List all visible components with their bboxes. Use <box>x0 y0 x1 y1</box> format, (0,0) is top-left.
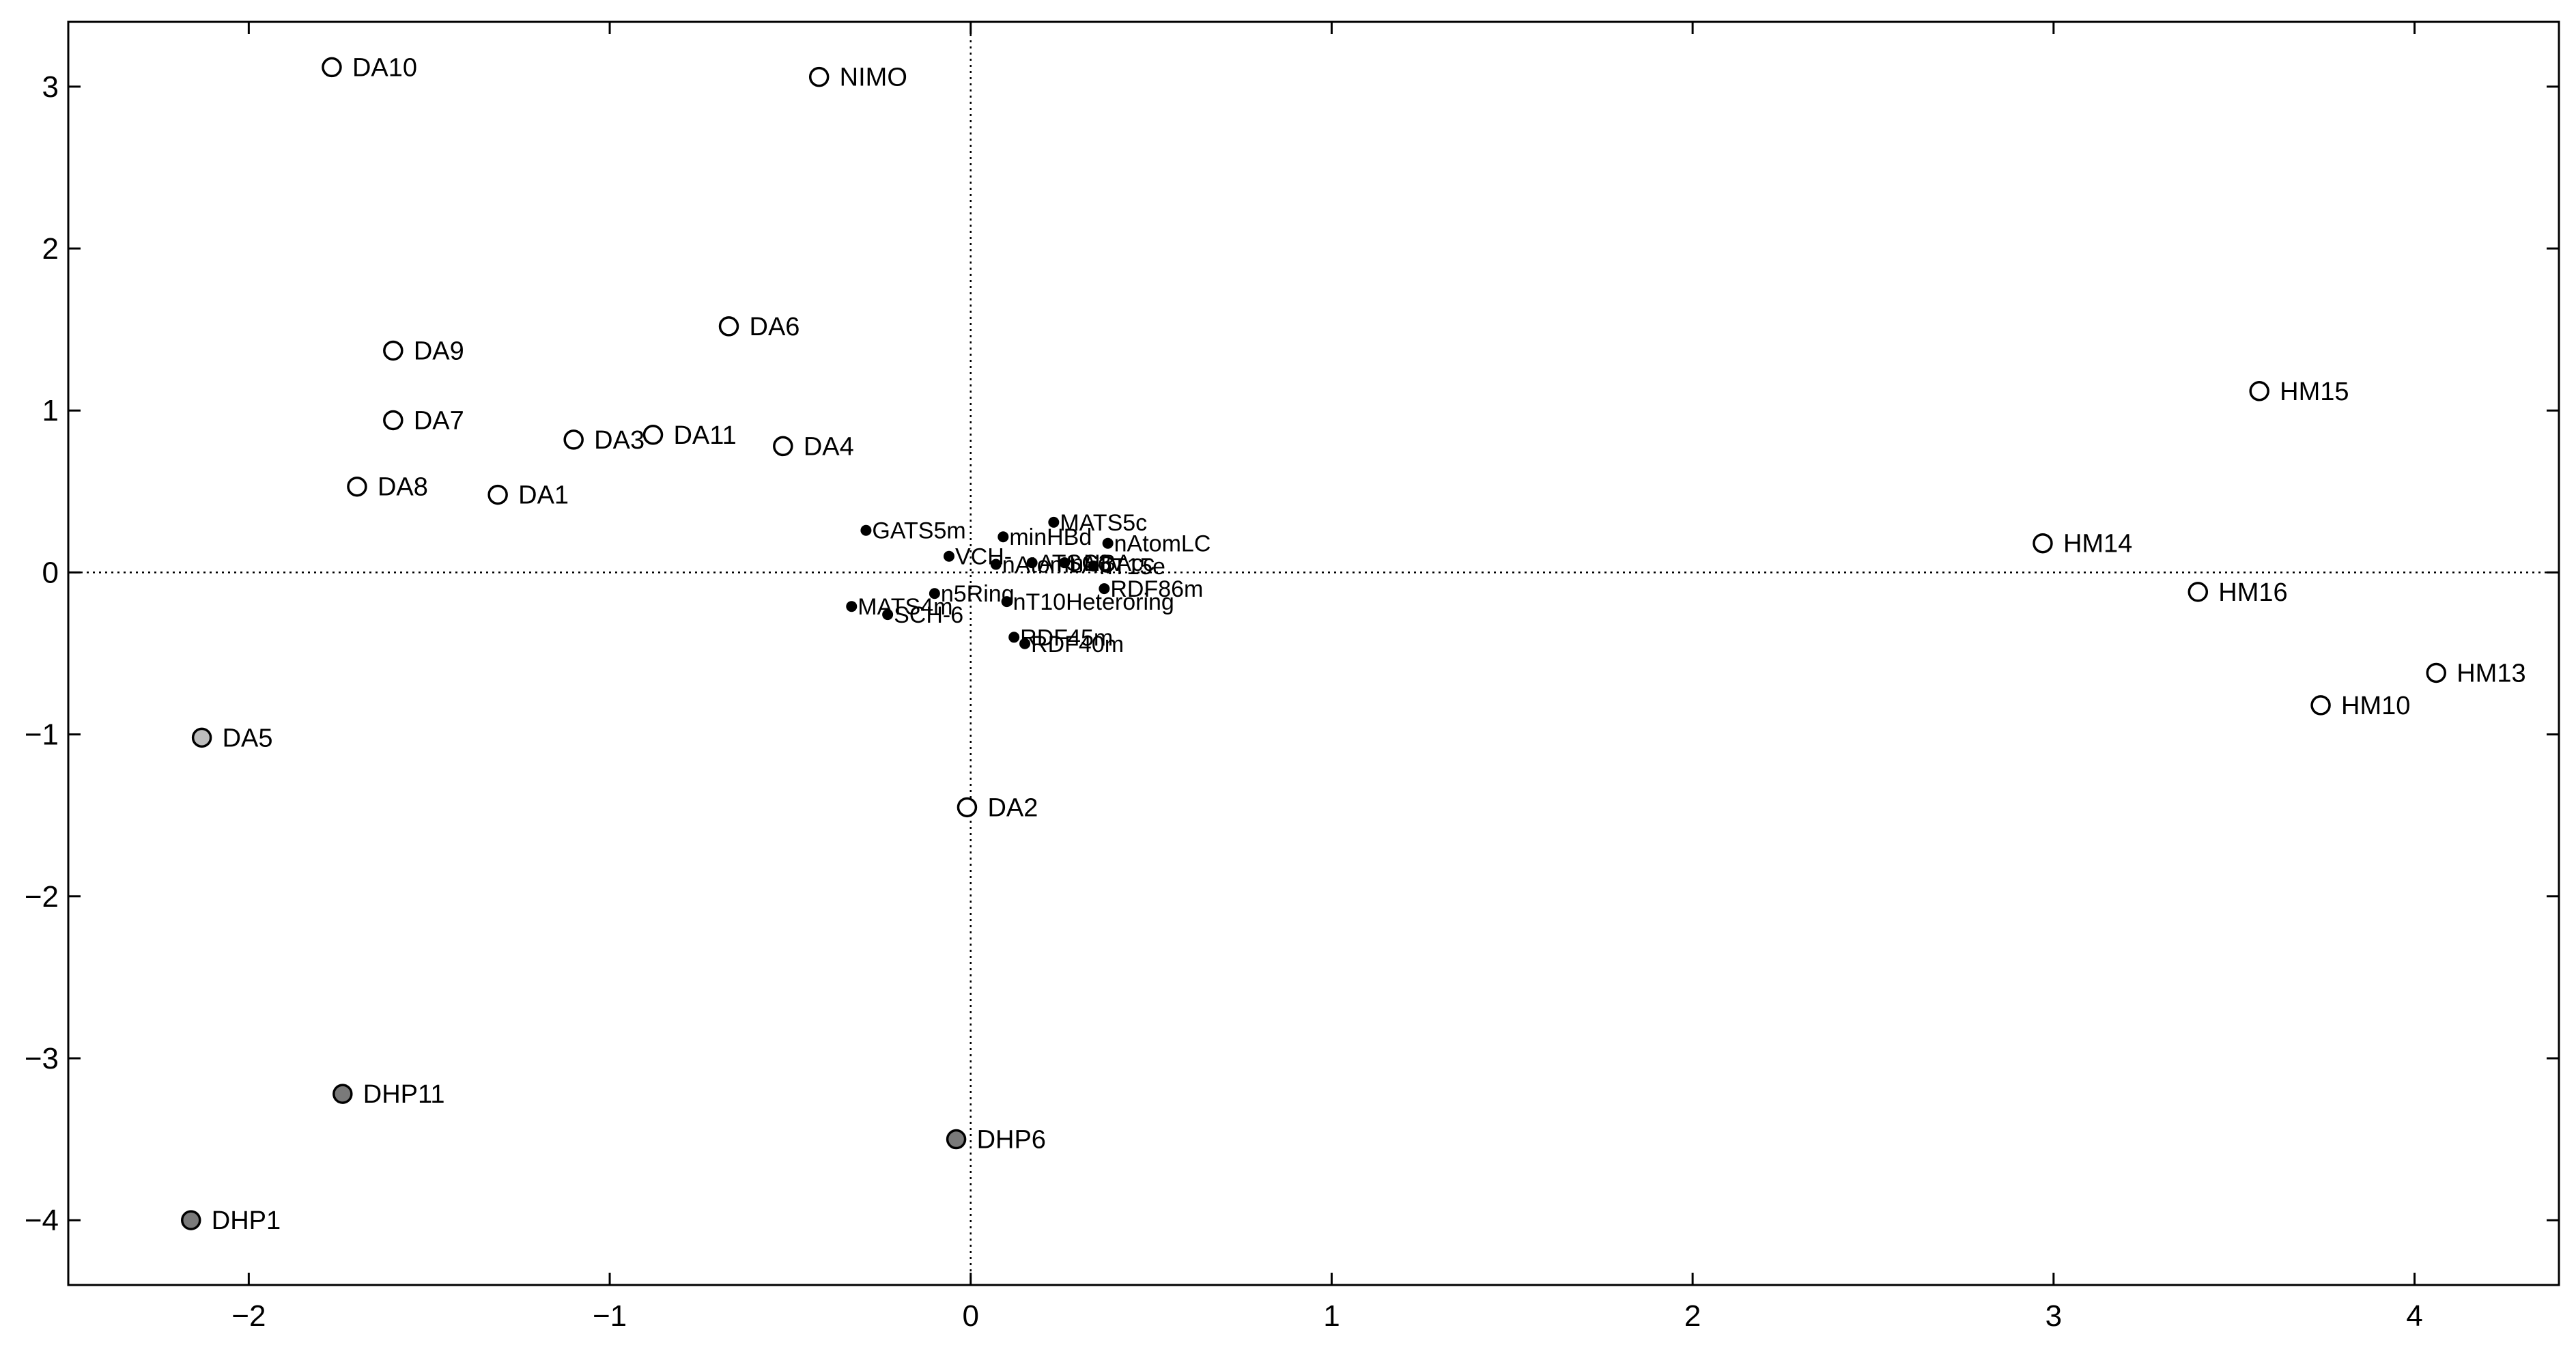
sample-label: DA7 <box>414 406 464 435</box>
variable-label: ATSC3v <box>1038 550 1123 576</box>
sample-point <box>181 1210 201 1230</box>
sample-point <box>191 727 212 748</box>
y-tick-label: 0 <box>42 556 59 589</box>
x-tick-label: 2 <box>1684 1299 1701 1333</box>
sample-label: DA2 <box>987 793 1038 822</box>
sample-label: HM14 <box>2063 530 2132 559</box>
sample-point <box>946 1129 967 1150</box>
sample-point <box>332 1084 353 1104</box>
variable-label: SCH-6 <box>894 602 963 628</box>
sample-point <box>2249 381 2269 401</box>
variable-point <box>944 550 955 562</box>
sample-point <box>487 484 508 505</box>
variable-label: minHBd <box>1009 524 1092 550</box>
sample-point <box>347 476 367 497</box>
variable-point <box>1088 560 1099 571</box>
variable-point <box>1059 557 1071 569</box>
y-tick-label: −4 <box>25 1204 59 1237</box>
sample-point <box>957 797 978 818</box>
sample-label: DHP11 <box>363 1080 445 1109</box>
y-tick-label: −1 <box>25 718 59 752</box>
sample-label: DA4 <box>804 432 854 461</box>
sample-label: DHP1 <box>212 1206 281 1235</box>
y-tick-label: 2 <box>42 232 59 266</box>
x-tick-label: −2 <box>231 1299 266 1333</box>
variable-label: nAtomLC <box>1114 531 1211 557</box>
sample-label: DA10 <box>352 53 417 82</box>
variable-label: RDF86m <box>1110 576 1203 602</box>
sample-point <box>383 410 404 431</box>
x-tick-label: 4 <box>2406 1299 2422 1333</box>
variable-label: MATS5c <box>1060 510 1147 536</box>
sample-point <box>2310 695 2331 716</box>
sample-label: NIMO <box>840 63 907 92</box>
variable-point <box>1048 516 1060 528</box>
variable-point <box>1001 596 1013 608</box>
y-tick-label: −2 <box>25 880 59 914</box>
sample-point <box>2426 662 2446 683</box>
sample-point <box>773 436 793 457</box>
variable-label: MATS4m <box>858 594 952 620</box>
sample-point <box>718 316 739 337</box>
sample-label: DA11 <box>673 421 736 450</box>
x-tick-label: −1 <box>593 1299 627 1333</box>
variable-label: VCH- <box>955 544 1012 570</box>
variable-label: GATS5m <box>872 518 965 544</box>
sample-point <box>2188 582 2209 602</box>
sample-label: DA6 <box>750 313 800 341</box>
variable-point <box>990 559 1002 570</box>
variable-point <box>882 609 894 621</box>
sample-label: HM15 <box>2280 378 2349 406</box>
variable-point <box>1102 537 1114 549</box>
y-tick-label: 1 <box>42 394 59 427</box>
x-tick-label: 0 <box>962 1299 978 1333</box>
y-tick-label: 3 <box>42 70 59 104</box>
sample-point <box>563 429 584 450</box>
variable-point <box>929 588 940 599</box>
sample-label: HM13 <box>2457 659 2525 688</box>
sample-label: DHP6 <box>977 1126 1046 1155</box>
x-tick-label: 1 <box>1323 1299 1340 1333</box>
variable-point <box>846 601 858 612</box>
variable-point <box>997 531 1009 543</box>
variable-point <box>1008 632 1020 643</box>
sample-label: HM16 <box>2218 578 2287 607</box>
sample-label: DA9 <box>414 337 464 365</box>
variable-point <box>1019 638 1031 649</box>
y-tick-label: −3 <box>25 1042 59 1075</box>
variable-label: nT10Heteroring <box>1013 589 1174 615</box>
sample-point <box>383 340 404 361</box>
sample-point <box>2033 533 2053 554</box>
variable-point <box>860 524 872 536</box>
sample-label: DA3 <box>594 426 645 455</box>
variable-point <box>1026 557 1038 569</box>
variable-point <box>1099 583 1110 595</box>
sample-label: DA8 <box>378 473 428 502</box>
sample-label: DA5 <box>223 724 273 752</box>
variable-label: nHBAcc <box>1071 550 1155 576</box>
sample-point <box>322 57 342 78</box>
sample-label: DA1 <box>518 481 569 510</box>
sample-point <box>808 66 830 87</box>
sample-point <box>642 425 664 445</box>
variable-label: RDF40m <box>1031 632 1124 658</box>
x-tick-label: 3 <box>2046 1299 2062 1333</box>
plot-frame <box>67 20 2560 1286</box>
sample-label: HM10 <box>2341 692 2410 720</box>
variable-label: nT15e <box>1099 554 1165 580</box>
variable-label: RDF45m <box>1020 625 1113 651</box>
